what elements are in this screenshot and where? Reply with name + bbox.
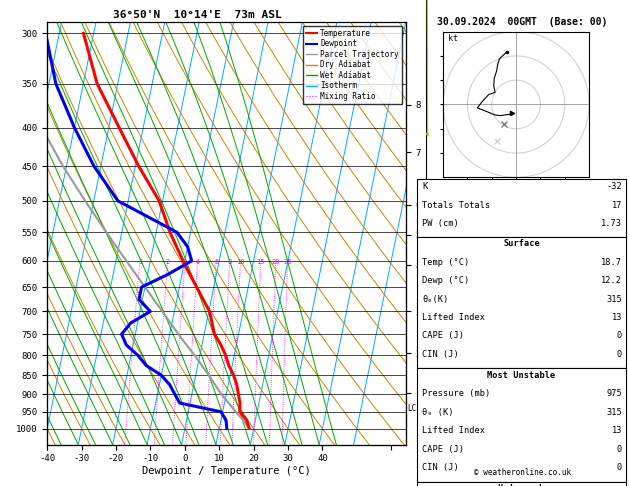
Text: 8: 8 [228, 259, 232, 265]
Text: 975: 975 [606, 389, 622, 399]
Text: CIN (J): CIN (J) [422, 463, 459, 472]
Text: 30.09.2024  00GMT  (Base: 00): 30.09.2024 00GMT (Base: 00) [437, 17, 607, 27]
Text: Lifted Index: Lifted Index [422, 313, 485, 322]
Text: 3: 3 [183, 259, 187, 265]
Text: θₑ (K): θₑ (K) [422, 408, 454, 417]
Text: 12.2: 12.2 [601, 276, 622, 285]
Text: 0: 0 [617, 445, 622, 454]
Text: 17: 17 [611, 201, 622, 210]
Text: CAPE (J): CAPE (J) [422, 331, 464, 341]
Text: 4: 4 [196, 259, 200, 265]
Text: © weatheronline.co.uk: © weatheronline.co.uk [474, 468, 571, 477]
Text: 18.7: 18.7 [601, 258, 622, 267]
X-axis label: Dewpoint / Temperature (°C): Dewpoint / Temperature (°C) [142, 466, 311, 476]
Text: -32: -32 [606, 182, 622, 191]
Text: 2: 2 [165, 259, 170, 265]
Text: Totals Totals: Totals Totals [422, 201, 491, 210]
Text: 20: 20 [272, 259, 280, 265]
Text: 0: 0 [617, 331, 622, 341]
Text: LCL: LCL [408, 404, 421, 413]
Text: 6: 6 [214, 259, 218, 265]
Text: 0: 0 [617, 463, 622, 472]
Text: 13: 13 [611, 426, 622, 435]
Text: 13: 13 [611, 313, 622, 322]
Text: CIN (J): CIN (J) [422, 350, 459, 359]
Title: 36°50'N  10°14'E  73m ASL: 36°50'N 10°14'E 73m ASL [113, 10, 282, 20]
Text: 1: 1 [138, 259, 142, 265]
Text: 315: 315 [606, 408, 622, 417]
Text: 1.73: 1.73 [601, 219, 622, 228]
Text: CAPE (J): CAPE (J) [422, 445, 464, 454]
Legend: Temperature, Dewpoint, Parcel Trajectory, Dry Adiabat, Wet Adiabat, Isotherm, Mi: Temperature, Dewpoint, Parcel Trajectory… [303, 26, 402, 104]
Text: 10: 10 [237, 259, 245, 265]
Text: 315: 315 [606, 295, 622, 304]
Text: Lifted Index: Lifted Index [422, 426, 485, 435]
Text: θₑ(K): θₑ(K) [422, 295, 448, 304]
Text: Dewp (°C): Dewp (°C) [422, 276, 469, 285]
Text: Hodograph: Hodograph [498, 484, 545, 486]
Text: 0: 0 [617, 350, 622, 359]
Text: Temp (°C): Temp (°C) [422, 258, 469, 267]
Text: Most Unstable: Most Unstable [487, 371, 555, 380]
Text: 25: 25 [283, 259, 292, 265]
Y-axis label: Mixing Ratio (g/kg): Mixing Ratio (g/kg) [423, 182, 432, 284]
Text: Surface: Surface [503, 239, 540, 248]
Text: PW (cm): PW (cm) [422, 219, 459, 228]
Text: K: K [422, 182, 427, 191]
Text: Pressure (mb): Pressure (mb) [422, 389, 491, 399]
Text: 15: 15 [257, 259, 265, 265]
Text: kt: kt [448, 35, 458, 43]
